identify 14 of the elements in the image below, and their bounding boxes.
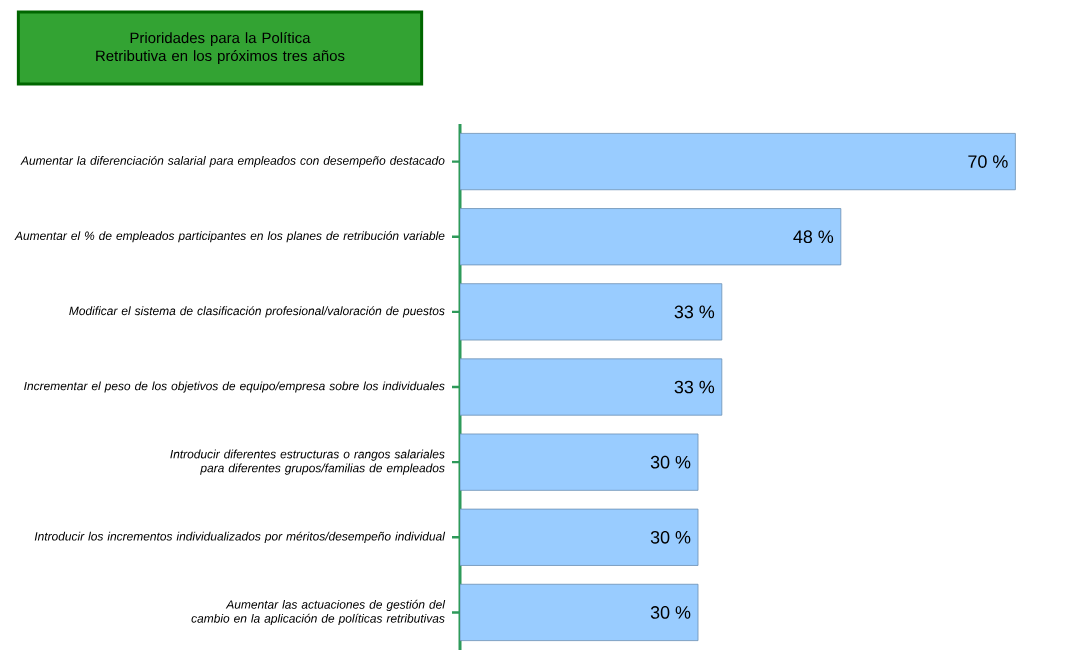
bar <box>460 133 1016 191</box>
bar <box>460 358 723 416</box>
data-label: 48 % <box>793 230 834 244</box>
data-label: 30 % <box>650 530 691 544</box>
data-label: 70 % <box>968 155 1008 168</box>
data-label: 33 % <box>674 380 715 394</box>
data-label: 33 % <box>674 305 715 319</box>
bar <box>460 208 842 266</box>
bar <box>460 283 723 341</box>
bar <box>460 583 699 642</box>
data-label: 30 % <box>650 455 691 469</box>
bar <box>460 433 699 491</box>
bar <box>460 508 699 566</box>
data-label: 30 % <box>650 606 691 619</box>
